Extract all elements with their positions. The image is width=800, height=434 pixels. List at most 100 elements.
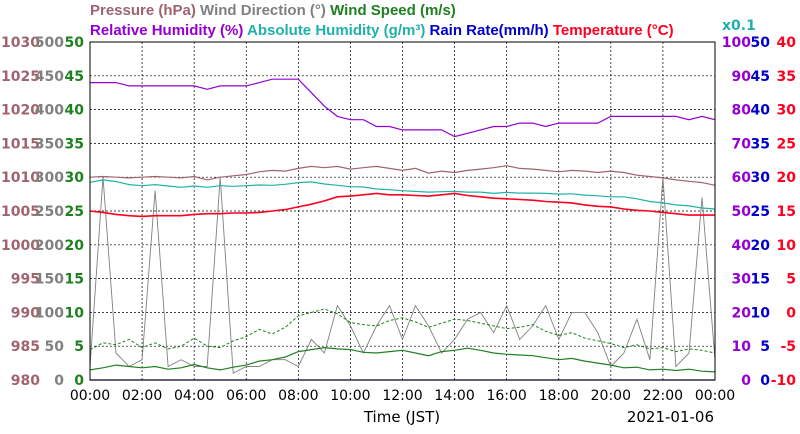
chart-date: 2021-01-06 bbox=[627, 408, 714, 426]
right-rain-rate-tick: 5 bbox=[760, 339, 770, 355]
right-rain-rate-tick: 45 bbox=[751, 69, 770, 85]
x-tick-label: 08:00 bbox=[278, 388, 318, 404]
x-tick-label: 04:00 bbox=[174, 388, 214, 404]
right-relative-humidity-tick: 40 bbox=[732, 238, 752, 254]
left-pressure-tick: 1000 bbox=[1, 238, 40, 254]
right-relative-humidity-tick: 100 bbox=[722, 35, 751, 51]
chart-title-row-1: Pressure (hPa) Wind Direction (°) Wind S… bbox=[90, 2, 456, 19]
left-wind-speed-tick: 30 bbox=[65, 170, 85, 186]
left-wind-direction-tick: 150 bbox=[35, 272, 64, 288]
x-tick-label: 22:00 bbox=[643, 388, 683, 404]
left-wind-direction-tick: 450 bbox=[35, 69, 64, 85]
x-tick-label: 10:00 bbox=[330, 388, 370, 404]
right-relative-humidity-tick: 30 bbox=[732, 272, 752, 288]
left-pressure-tick: 1010 bbox=[1, 170, 40, 186]
right-temperature-tick: -5 bbox=[780, 339, 796, 355]
left-wind-speed-tick: 40 bbox=[65, 103, 85, 119]
x-tick-label: 02:00 bbox=[122, 388, 162, 404]
x-axis-ticks: 00:00 02:00 04:00 06:00 08:00 10:00 12:00 14:00… bbox=[70, 388, 735, 404]
x-tick-label: 20:00 bbox=[591, 388, 631, 404]
series-lines bbox=[89, 78, 716, 381]
left-wind-direction-tick: 50 bbox=[45, 339, 65, 355]
left-pressure-tick: 1025 bbox=[1, 69, 40, 85]
right-relative-humidity-tick: 90 bbox=[732, 69, 752, 85]
left-axes: 9809859909951000100510101015102010251030… bbox=[1, 35, 84, 389]
wind-speed-line bbox=[89, 346, 716, 373]
left-wind-direction-tick: 250 bbox=[35, 204, 64, 220]
pressure-hpa-line bbox=[89, 165, 716, 186]
absolute-humidity-scale-label: x0.1 bbox=[722, 18, 756, 34]
title-row-2-item-2: Rain Rate(mm/h) bbox=[425, 22, 548, 39]
wind-gust-line bbox=[89, 308, 716, 354]
title-row-2-item-1: Absolute Humidity (g/m³) bbox=[243, 22, 425, 39]
x-tick-label: 18:00 bbox=[539, 388, 579, 404]
right-temperature-tick: 40 bbox=[777, 35, 797, 51]
x-tick-label: 14:00 bbox=[434, 388, 474, 404]
x-tick-label: 12:00 bbox=[382, 388, 422, 404]
left-wind-speed-tick: 50 bbox=[65, 35, 85, 51]
right-relative-humidity-tick: 70 bbox=[732, 136, 752, 152]
title-row-1-item-1: Wind Direction (°) bbox=[196, 2, 326, 19]
left-wind-speed-tick: 0 bbox=[74, 373, 84, 389]
right-rain-rate-tick: 20 bbox=[751, 238, 771, 254]
left-wind-speed-tick: 35 bbox=[65, 136, 84, 152]
right-temperature-tick: 20 bbox=[777, 170, 797, 186]
left-pressure-tick: 1020 bbox=[1, 103, 40, 119]
relative-humidity-line bbox=[90, 78, 716, 138]
right-rain-rate-tick: 40 bbox=[751, 103, 771, 119]
plot-grid bbox=[90, 42, 715, 380]
left-pressure-tick: 1015 bbox=[1, 136, 40, 152]
right-rain-rate-tick: 30 bbox=[751, 170, 771, 186]
right-relative-humidity-tick: 10 bbox=[732, 339, 752, 355]
right-temperature-tick: 25 bbox=[777, 136, 796, 152]
x-tick-label: 00:00 bbox=[695, 388, 735, 404]
chart-title: Pressure (hPa) Wind Direction (°) Wind S… bbox=[90, 2, 756, 39]
right-temperature-tick: 10 bbox=[777, 238, 797, 254]
left-wind-speed-tick: 25 bbox=[65, 204, 84, 220]
right-rain-rate-tick: 50 bbox=[751, 35, 771, 51]
left-wind-speed-tick: 15 bbox=[65, 272, 84, 288]
title-row-2-item-3: Temperature (°C) bbox=[549, 22, 674, 39]
right-temperature-tick: 0 bbox=[786, 305, 796, 321]
right-temperature-tick: 30 bbox=[777, 103, 797, 119]
title-row-1-item-0: Pressure (hPa) bbox=[90, 2, 196, 19]
title-row-1-item-2: Wind Speed (m/s) bbox=[326, 2, 456, 19]
left-pressure-tick: 1030 bbox=[1, 35, 40, 51]
right-axes: 0 10 20 30 40 50 60 70 80 90 100 0 5 10 15 20 25 30 35 40 45… bbox=[722, 35, 796, 389]
x-tick-label: 06:00 bbox=[226, 388, 266, 404]
left-wind-direction-tick: 200 bbox=[35, 238, 64, 254]
right-rain-rate-tick: 15 bbox=[751, 272, 770, 288]
left-wind-speed-tick: 20 bbox=[65, 238, 85, 254]
title-row-2-item-0: Relative Humidity (%) bbox=[90, 22, 243, 39]
plot-frame bbox=[89, 41, 716, 381]
left-wind-direction-tick: 0 bbox=[54, 373, 64, 389]
left-wind-speed-tick: 5 bbox=[74, 339, 84, 355]
x-tick-label: 00:00 bbox=[70, 388, 110, 404]
right-rain-rate-tick: 10 bbox=[751, 305, 771, 321]
left-wind-direction-tick: 500 bbox=[35, 35, 64, 51]
right-rain-rate-tick: 35 bbox=[751, 136, 770, 152]
left-pressure-tick: 1005 bbox=[1, 204, 40, 220]
left-pressure-tick: 980 bbox=[11, 373, 40, 389]
chart-title-row-2: Relative Humidity (%) Absolute Humidity … bbox=[90, 22, 674, 39]
absolute-humidity-g-m-line bbox=[89, 179, 716, 210]
left-pressure-tick: 995 bbox=[11, 272, 40, 288]
left-wind-speed-tick: 45 bbox=[65, 69, 84, 85]
right-temperature-tick: 15 bbox=[777, 204, 796, 220]
right-temperature-tick: -10 bbox=[771, 373, 797, 389]
right-relative-humidity-tick: 80 bbox=[732, 103, 752, 119]
left-wind-direction-tick: 100 bbox=[35, 305, 64, 321]
right-relative-humidity-tick: 60 bbox=[732, 170, 752, 186]
left-pressure-tick: 990 bbox=[11, 305, 40, 321]
left-pressure-tick: 985 bbox=[11, 339, 40, 355]
wind-direction-line bbox=[89, 177, 716, 374]
right-relative-humidity-tick: 50 bbox=[732, 204, 752, 220]
right-relative-humidity-tick: 0 bbox=[741, 373, 751, 389]
temperature-c-line bbox=[89, 192, 715, 218]
x-axis-label: Time (JST) bbox=[363, 408, 440, 426]
left-wind-direction-tick: 400 bbox=[35, 103, 64, 119]
left-wind-speed-tick: 10 bbox=[65, 305, 85, 321]
x-tick-label: 16:00 bbox=[486, 388, 526, 404]
right-rain-rate-tick: 25 bbox=[751, 204, 770, 220]
